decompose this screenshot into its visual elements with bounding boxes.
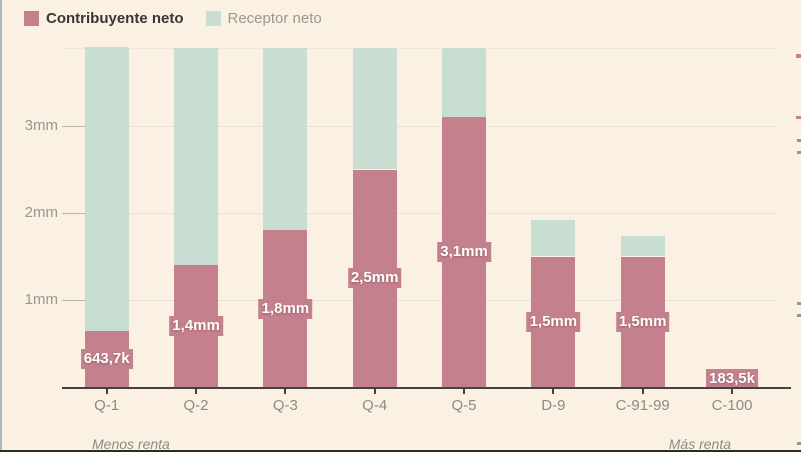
- y-axis-tick-label: 1mm: [24, 291, 58, 308]
- cropped-edge-artifact: [797, 442, 801, 445]
- x-axis-tick-mark: [195, 389, 198, 394]
- bottom-edge-border: [0, 450, 801, 452]
- x-axis-tick-mark: [373, 389, 376, 394]
- bar-segment-receptor[interactable]: [174, 47, 219, 266]
- legend-label-contribuyente: Contribuyente neto: [46, 10, 184, 27]
- bar-value-label: 1,5mm: [526, 311, 581, 332]
- x-axis-category-label: D-9: [541, 397, 566, 414]
- x-axis-category-label: Q-1: [94, 397, 120, 414]
- x-axis-tick-mark: [552, 389, 555, 394]
- gridline: [62, 126, 778, 127]
- left-edge-border: [0, 0, 2, 452]
- bar-value-label: 1,5mm: [615, 311, 670, 332]
- gridline: [62, 300, 778, 301]
- y-axis-tick-mark: [62, 300, 85, 301]
- cropped-edge-artifact: [797, 139, 801, 142]
- bar-segment-receptor[interactable]: [442, 47, 487, 118]
- bar-segment-receptor[interactable]: [84, 47, 129, 331]
- legend-swatch-contribuyente-icon: [24, 11, 39, 26]
- x-axis-tick-mark: [641, 389, 644, 394]
- x-axis-category-label: Q-5: [451, 397, 477, 414]
- bar-segment-receptor[interactable]: [352, 47, 397, 170]
- y-axis-tick-mark: [62, 126, 85, 127]
- gridline-top: [62, 48, 778, 49]
- bar-value-label: 643,7k: [80, 348, 133, 369]
- bar-value-label: 3,1mm: [437, 242, 491, 263]
- cropped-edge-artifact: [796, 54, 801, 58]
- cropped-edge-artifact: [797, 151, 801, 154]
- bar-segment-receptor[interactable]: [531, 219, 576, 257]
- x-axis-category-label: Q-3: [272, 397, 298, 414]
- x-axis-category-label: C-100: [711, 397, 753, 414]
- bar-value-label: 1,8mm: [258, 298, 313, 319]
- x-axis-category-label: Q-4: [362, 397, 388, 414]
- x-axis-tick-mark: [731, 389, 733, 394]
- gridline: [62, 213, 778, 214]
- legend-item-receptor[interactable]: Receptor neto: [205, 10, 322, 27]
- x-axis-tick-mark: [105, 389, 108, 394]
- legend-swatch-receptor-icon: [205, 11, 221, 26]
- bar-value-label: 2,5mm: [347, 268, 402, 289]
- bar-value-label: 183,5k: [706, 369, 758, 390]
- cropped-edge-artifact: [797, 302, 801, 305]
- y-axis-tick-label: 2mm: [24, 204, 58, 221]
- x-axis-tick-mark: [463, 389, 466, 394]
- y-axis-tick-mark: [62, 213, 85, 214]
- legend-item-contribuyente[interactable]: Contribuyente neto: [24, 10, 184, 27]
- bar-segment-receptor[interactable]: [620, 235, 665, 257]
- chart-legend: Contribuyente neto Receptor neto: [24, 10, 322, 27]
- bar-segment-receptor[interactable]: [263, 47, 308, 231]
- cropped-edge-artifact: [797, 314, 801, 317]
- x-axis-line: [62, 387, 791, 389]
- x-axis-category-label: C-91-99: [615, 397, 670, 414]
- legend-label-receptor: Receptor neto: [227, 10, 322, 27]
- cropped-edge-artifact: [796, 116, 801, 119]
- x-axis-annotation-menos-renta: Menos renta: [92, 436, 170, 452]
- x-axis-annotation-mas-renta: Más renta: [668, 436, 731, 452]
- y-axis-tick-label: 3mm: [24, 117, 58, 134]
- x-axis-category-label: Q-2: [183, 397, 209, 414]
- x-axis-tick-mark: [284, 389, 287, 394]
- bar-value-label: 1,4mm: [169, 316, 223, 337]
